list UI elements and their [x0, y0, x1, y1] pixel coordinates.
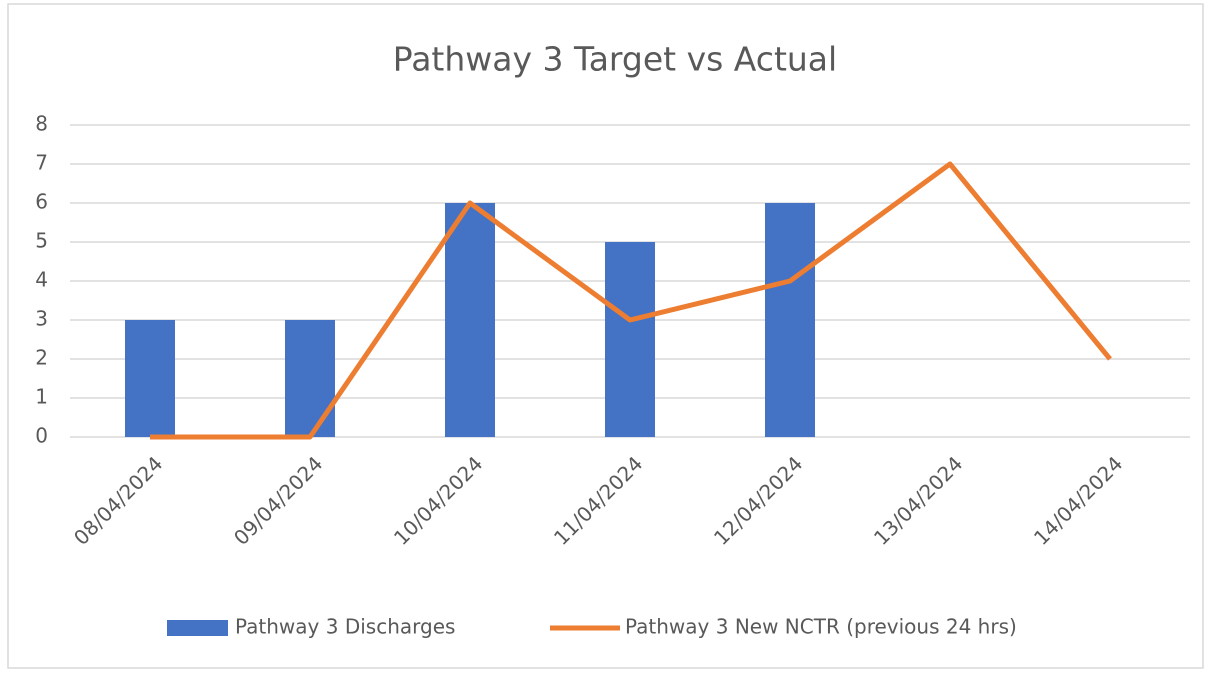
- y-tick-label: 7: [35, 151, 48, 175]
- legend-label: Pathway 3 New NCTR (previous 24 hrs): [625, 615, 1017, 639]
- legend-swatch: [167, 620, 228, 636]
- line: [150, 161, 1112, 440]
- y-tick-label: 1: [35, 385, 48, 409]
- legend-label: Pathway 3 Discharges: [235, 615, 455, 639]
- y-tick-label: 3: [35, 307, 48, 331]
- y-tick-label: 0: [35, 424, 48, 448]
- y-tick-label: 2: [35, 346, 48, 370]
- bar: [445, 203, 495, 437]
- bar: [605, 242, 655, 437]
- y-tick-label: 5: [35, 229, 48, 253]
- y-tick-label: 8: [35, 112, 48, 136]
- y-tick-label: 4: [35, 268, 48, 292]
- bar: [765, 203, 815, 437]
- chart-title: Pathway 3 Target vs Actual: [393, 40, 837, 79]
- bar: [125, 320, 175, 437]
- y-tick-label: 6: [35, 190, 48, 214]
- bar: [285, 320, 335, 437]
